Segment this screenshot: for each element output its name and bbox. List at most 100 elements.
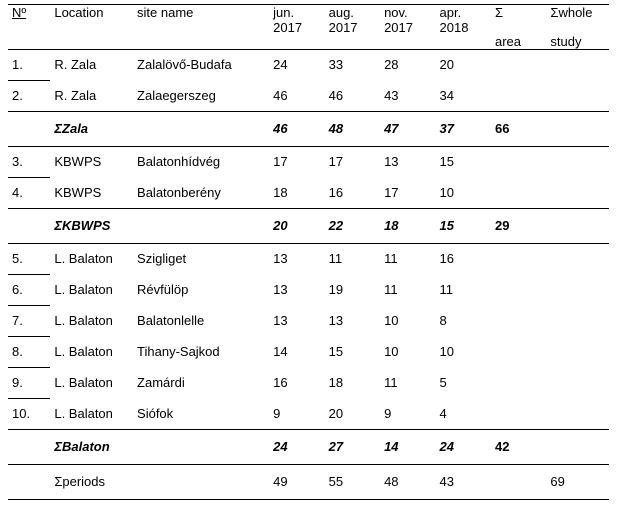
cell-v1: 16	[269, 368, 324, 399]
cell-site: Balatonhídvég	[133, 147, 269, 178]
h2-empty2	[50, 20, 133, 50]
sum-empty	[8, 112, 50, 147]
cell-site: Révfülöp	[133, 275, 269, 306]
sum-area: 66	[491, 112, 546, 147]
cell-v3: 43	[380, 81, 435, 112]
sum-v3: 18	[380, 209, 435, 244]
col-whole: Σwhole	[546, 5, 609, 21]
cell-v2: 11	[325, 244, 380, 275]
cell-whole	[546, 81, 609, 112]
cell-area	[491, 399, 546, 430]
cell-no: 2.	[8, 81, 50, 112]
cell-loc: L. Balaton	[50, 368, 133, 399]
cell-area	[491, 81, 546, 112]
cell-site: Balatonberény	[133, 178, 269, 209]
cell-v4: 8	[436, 306, 491, 337]
cell-v1: 9	[269, 399, 324, 430]
sum-v2: 48	[325, 112, 380, 147]
col-p4-year: 2018	[436, 20, 491, 50]
cell-v1: 14	[269, 337, 324, 368]
cell-v1: 18	[269, 178, 324, 209]
cell-no: 6.	[8, 275, 50, 306]
cell-v1: 13	[269, 275, 324, 306]
cell-area	[491, 306, 546, 337]
periods-v1: 49	[269, 465, 324, 500]
h2-empty3	[133, 20, 269, 50]
periods-label: Σperiods	[50, 465, 269, 500]
cell-site: Zalaegerszeg	[133, 81, 269, 112]
cell-v3: 17	[380, 178, 435, 209]
cell-v2: 33	[325, 50, 380, 81]
sum-whole	[546, 430, 609, 465]
sum-whole	[546, 209, 609, 244]
data-table: { "columns": { "no": "Nº", "location": "…	[0, 0, 617, 505]
sum-label: ΣKBWPS	[50, 209, 269, 244]
cell-v2: 18	[325, 368, 380, 399]
cell-no: 10.	[8, 399, 50, 430]
cell-whole	[546, 178, 609, 209]
cell-area	[491, 244, 546, 275]
cell-v4: 5	[436, 368, 491, 399]
cell-loc: R. Zala	[50, 81, 133, 112]
periods-empty	[8, 465, 50, 500]
cell-v2: 20	[325, 399, 380, 430]
cell-no: 5.	[8, 244, 50, 275]
cell-no: 3.	[8, 147, 50, 178]
cell-v3: 10	[380, 306, 435, 337]
col-p4: apr.	[436, 5, 491, 21]
cell-v4: 15	[436, 147, 491, 178]
cell-v4: 16	[436, 244, 491, 275]
sum-v1: 46	[269, 112, 324, 147]
sum-v2: 22	[325, 209, 380, 244]
cell-v3: 11	[380, 275, 435, 306]
cell-v3: 28	[380, 50, 435, 81]
col-sum-sub: area	[491, 20, 546, 50]
sum-row-periods: Σperiods 49 55 48 43 69	[8, 465, 609, 500]
cell-v2: 46	[325, 81, 380, 112]
cell-loc: KBWPS	[50, 178, 133, 209]
cell-v1: 17	[269, 147, 324, 178]
cell-v4: 34	[436, 81, 491, 112]
table-row: 2. R. Zala Zalaegerszeg 46 46 43 34	[8, 81, 609, 112]
sum-v1: 24	[269, 430, 324, 465]
cell-v2: 13	[325, 306, 380, 337]
cell-v2: 17	[325, 147, 380, 178]
sum-area: 29	[491, 209, 546, 244]
sum-area: 42	[491, 430, 546, 465]
table-row: 1. R. Zala Zalalövő-Budafa 24 33 28 20	[8, 50, 609, 81]
cell-area	[491, 368, 546, 399]
cell-v3: 10	[380, 337, 435, 368]
cell-whole	[546, 368, 609, 399]
sum-whole	[546, 112, 609, 147]
cell-whole	[546, 275, 609, 306]
cell-loc: R. Zala	[50, 50, 133, 81]
sum-label: ΣBalaton	[50, 430, 269, 465]
sum-v4: 24	[436, 430, 491, 465]
cell-v3: 11	[380, 368, 435, 399]
sum-v4: 37	[436, 112, 491, 147]
cell-v2: 19	[325, 275, 380, 306]
col-p3: nov.	[380, 5, 435, 21]
cell-site: Szigliget	[133, 244, 269, 275]
cell-whole	[546, 399, 609, 430]
col-no: Nº	[8, 5, 50, 21]
periods-v3: 48	[380, 465, 435, 500]
header-row-2: 2017 2017 2017 2018 area study	[8, 20, 609, 50]
cell-area	[491, 50, 546, 81]
sum-v4: 15	[436, 209, 491, 244]
table-row: 9. L. Balaton Zamárdi 16 18 11 5	[8, 368, 609, 399]
h2-empty1	[8, 20, 50, 50]
cell-v4: 4	[436, 399, 491, 430]
table-row: 6. L. Balaton Révfülöp 13 19 11 11	[8, 275, 609, 306]
periods-v2: 55	[325, 465, 380, 500]
sum-empty	[8, 209, 50, 244]
sum-row-kbwps: ΣKBWPS 20 22 18 15 29	[8, 209, 609, 244]
cell-loc: L. Balaton	[50, 337, 133, 368]
cell-area	[491, 178, 546, 209]
cell-loc: L. Balaton	[50, 275, 133, 306]
table-row: 8. L. Balaton Tihany-Sajkod 14 15 10 10	[8, 337, 609, 368]
cell-loc: L. Balaton	[50, 399, 133, 430]
cell-v1: 13	[269, 244, 324, 275]
sum-v3: 14	[380, 430, 435, 465]
col-p2: aug.	[325, 5, 380, 21]
